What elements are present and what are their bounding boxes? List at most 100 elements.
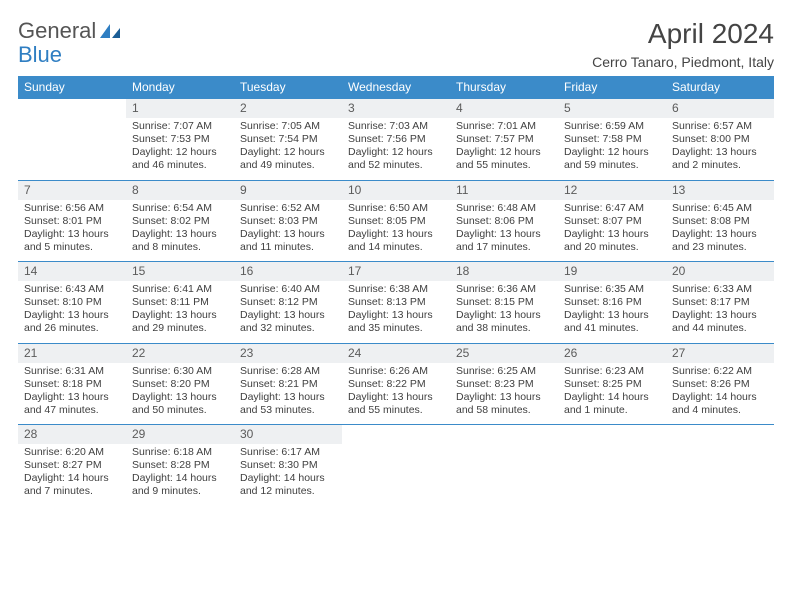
day-number: 29 bbox=[126, 425, 234, 445]
day-cell: Sunrise: 6:18 AMSunset: 8:28 PMDaylight:… bbox=[126, 444, 234, 506]
day-number: 18 bbox=[450, 262, 558, 282]
logo-word2: Blue bbox=[18, 42, 62, 68]
sunrise-text: Sunrise: 6:50 AM bbox=[348, 202, 444, 215]
day-cell: Sunrise: 6:50 AMSunset: 8:05 PMDaylight:… bbox=[342, 200, 450, 262]
day-empty bbox=[342, 444, 450, 506]
sunset-text: Sunset: 8:22 PM bbox=[348, 378, 444, 391]
day-cell: Sunrise: 7:05 AMSunset: 7:54 PMDaylight:… bbox=[234, 118, 342, 180]
sunrise-text: Sunrise: 7:05 AM bbox=[240, 120, 336, 133]
day-cell: Sunrise: 7:03 AMSunset: 7:56 PMDaylight:… bbox=[342, 118, 450, 180]
daylight-text: Daylight: 13 hours and 58 minutes. bbox=[456, 391, 552, 417]
sunrise-text: Sunrise: 6:31 AM bbox=[24, 365, 120, 378]
daylight-text: Daylight: 13 hours and 26 minutes. bbox=[24, 309, 120, 335]
day-number: 9 bbox=[234, 180, 342, 200]
sunset-text: Sunset: 8:03 PM bbox=[240, 215, 336, 228]
daynum-row: 78910111213 bbox=[18, 180, 774, 200]
sunrise-text: Sunrise: 6:33 AM bbox=[672, 283, 768, 296]
day-number: 19 bbox=[558, 262, 666, 282]
sunrise-text: Sunrise: 6:38 AM bbox=[348, 283, 444, 296]
day-number: 16 bbox=[234, 262, 342, 282]
day-header: Wednesday bbox=[342, 76, 450, 99]
daylight-text: Daylight: 12 hours and 55 minutes. bbox=[456, 146, 552, 172]
sunset-text: Sunset: 8:28 PM bbox=[132, 459, 228, 472]
day-number: 10 bbox=[342, 180, 450, 200]
daylight-text: Daylight: 14 hours and 12 minutes. bbox=[240, 472, 336, 498]
logo-word1: General bbox=[18, 18, 96, 44]
day-empty bbox=[666, 425, 774, 445]
daylight-text: Daylight: 13 hours and 53 minutes. bbox=[240, 391, 336, 417]
daylight-text: Daylight: 13 hours and 20 minutes. bbox=[564, 228, 660, 254]
sunset-text: Sunset: 8:11 PM bbox=[132, 296, 228, 309]
day-cell: Sunrise: 6:36 AMSunset: 8:15 PMDaylight:… bbox=[450, 281, 558, 343]
day-number: 28 bbox=[18, 425, 126, 445]
day-empty bbox=[18, 118, 126, 180]
day-cell: Sunrise: 6:31 AMSunset: 8:18 PMDaylight:… bbox=[18, 363, 126, 425]
day-number: 24 bbox=[342, 343, 450, 363]
day-cell: Sunrise: 6:38 AMSunset: 8:13 PMDaylight:… bbox=[342, 281, 450, 343]
content-row: Sunrise: 6:43 AMSunset: 8:10 PMDaylight:… bbox=[18, 281, 774, 343]
day-number: 30 bbox=[234, 425, 342, 445]
day-number: 11 bbox=[450, 180, 558, 200]
daylight-text: Daylight: 13 hours and 50 minutes. bbox=[132, 391, 228, 417]
sunset-text: Sunset: 7:58 PM bbox=[564, 133, 660, 146]
day-cell: Sunrise: 6:23 AMSunset: 8:25 PMDaylight:… bbox=[558, 363, 666, 425]
sunset-text: Sunset: 8:07 PM bbox=[564, 215, 660, 228]
sunset-text: Sunset: 8:17 PM bbox=[672, 296, 768, 309]
day-cell: Sunrise: 6:33 AMSunset: 8:17 PMDaylight:… bbox=[666, 281, 774, 343]
daynum-row: 14151617181920 bbox=[18, 262, 774, 282]
day-cell: Sunrise: 7:01 AMSunset: 7:57 PMDaylight:… bbox=[450, 118, 558, 180]
day-cell: Sunrise: 6:20 AMSunset: 8:27 PMDaylight:… bbox=[18, 444, 126, 506]
day-number: 27 bbox=[666, 343, 774, 363]
day-number: 20 bbox=[666, 262, 774, 282]
sunrise-text: Sunrise: 6:52 AM bbox=[240, 202, 336, 215]
day-number: 12 bbox=[558, 180, 666, 200]
daylight-text: Daylight: 12 hours and 59 minutes. bbox=[564, 146, 660, 172]
content-row: Sunrise: 6:56 AMSunset: 8:01 PMDaylight:… bbox=[18, 200, 774, 262]
sunrise-text: Sunrise: 7:07 AM bbox=[132, 120, 228, 133]
day-number: 15 bbox=[126, 262, 234, 282]
day-number: 5 bbox=[558, 99, 666, 119]
daylight-text: Daylight: 13 hours and 55 minutes. bbox=[348, 391, 444, 417]
sunset-text: Sunset: 8:15 PM bbox=[456, 296, 552, 309]
day-cell: Sunrise: 7:07 AMSunset: 7:53 PMDaylight:… bbox=[126, 118, 234, 180]
day-number: 14 bbox=[18, 262, 126, 282]
sunset-text: Sunset: 8:08 PM bbox=[672, 215, 768, 228]
sunrise-text: Sunrise: 6:47 AM bbox=[564, 202, 660, 215]
daylight-text: Daylight: 13 hours and 29 minutes. bbox=[132, 309, 228, 335]
sunrise-text: Sunrise: 6:45 AM bbox=[672, 202, 768, 215]
sunset-text: Sunset: 8:10 PM bbox=[24, 296, 120, 309]
content-row: Sunrise: 6:20 AMSunset: 8:27 PMDaylight:… bbox=[18, 444, 774, 506]
day-number: 25 bbox=[450, 343, 558, 363]
day-cell: Sunrise: 6:54 AMSunset: 8:02 PMDaylight:… bbox=[126, 200, 234, 262]
sunrise-text: Sunrise: 6:20 AM bbox=[24, 446, 120, 459]
day-number: 4 bbox=[450, 99, 558, 119]
sunrise-text: Sunrise: 6:26 AM bbox=[348, 365, 444, 378]
day-number: 22 bbox=[126, 343, 234, 363]
daylight-text: Daylight: 13 hours and 23 minutes. bbox=[672, 228, 768, 254]
daylight-text: Daylight: 13 hours and 47 minutes. bbox=[24, 391, 120, 417]
day-number: 13 bbox=[666, 180, 774, 200]
daylight-text: Daylight: 12 hours and 52 minutes. bbox=[348, 146, 444, 172]
day-number: 23 bbox=[234, 343, 342, 363]
day-number: 21 bbox=[18, 343, 126, 363]
sunrise-text: Sunrise: 6:30 AM bbox=[132, 365, 228, 378]
sunset-text: Sunset: 8:30 PM bbox=[240, 459, 336, 472]
day-cell: Sunrise: 6:57 AMSunset: 8:00 PMDaylight:… bbox=[666, 118, 774, 180]
day-cell: Sunrise: 6:56 AMSunset: 8:01 PMDaylight:… bbox=[18, 200, 126, 262]
sunrise-text: Sunrise: 6:57 AM bbox=[672, 120, 768, 133]
sunrise-text: Sunrise: 6:35 AM bbox=[564, 283, 660, 296]
day-cell: Sunrise: 6:22 AMSunset: 8:26 PMDaylight:… bbox=[666, 363, 774, 425]
day-cell: Sunrise: 6:43 AMSunset: 8:10 PMDaylight:… bbox=[18, 281, 126, 343]
day-number: 2 bbox=[234, 99, 342, 119]
day-header: Tuesday bbox=[234, 76, 342, 99]
sunset-text: Sunset: 8:23 PM bbox=[456, 378, 552, 391]
day-empty bbox=[666, 444, 774, 506]
day-cell: Sunrise: 6:30 AMSunset: 8:20 PMDaylight:… bbox=[126, 363, 234, 425]
sunset-text: Sunset: 8:06 PM bbox=[456, 215, 552, 228]
sunrise-text: Sunrise: 6:48 AM bbox=[456, 202, 552, 215]
sunset-text: Sunset: 8:12 PM bbox=[240, 296, 336, 309]
page-title: April 2024 bbox=[592, 18, 774, 50]
sunset-text: Sunset: 8:18 PM bbox=[24, 378, 120, 391]
daynum-row: 21222324252627 bbox=[18, 343, 774, 363]
logo-sail-icon bbox=[98, 22, 122, 40]
